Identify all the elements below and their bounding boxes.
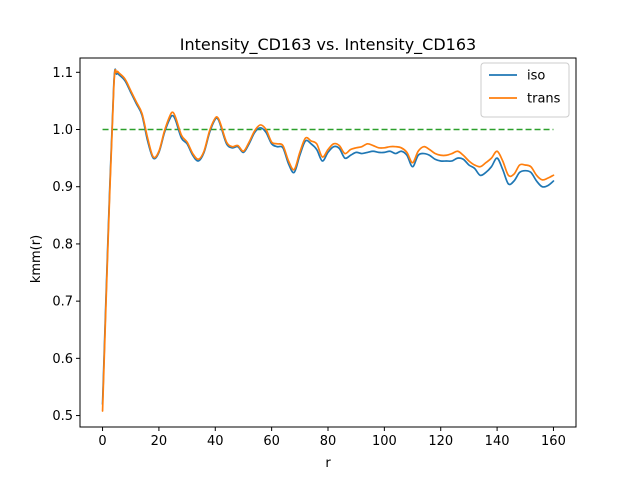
y-axis-label: kmm(r) [29,235,44,283]
y-tick-label: 0.9 [52,180,73,195]
x-tick-label: 20 [151,434,168,449]
y-tick-label: 0.5 [52,409,73,424]
series-line-iso [101,68,555,405]
y-tick-label: 0.6 [52,352,73,367]
x-tick-label: 140 [485,434,510,449]
plot-area [80,58,576,427]
y-tick-label: 0.7 [52,295,73,310]
axis-ticks: 0 20 40 60 80 100 120 140 160 0.5 0.6 0.7 0.8 0.9 1.0 1… [52,57,577,449]
series-line-trans [101,69,555,412]
y-tick-label: 0.8 [52,237,73,252]
legend: iso trans [480,62,570,118]
y-tick-label: 1.1 [52,66,73,81]
legend-label-iso: iso [527,69,545,84]
plot-background [80,58,576,427]
y-tick-label: 1.0 [52,123,73,138]
x-tick-label: 60 [263,434,280,449]
x-tick-label: 80 [320,434,337,449]
x-tick-label: 40 [207,434,224,449]
chart-title: Intensity_CD163 vs. Intensity_CD163 [180,35,476,55]
x-tick-label: 0 [98,434,106,449]
legend-label-trans: trans [527,92,561,107]
x-tick-label: 160 [541,434,566,449]
x-axis-label: r [325,456,331,471]
x-tick-label: 120 [428,434,453,449]
legend-box [480,62,570,118]
x-tick-label: 100 [372,434,397,449]
